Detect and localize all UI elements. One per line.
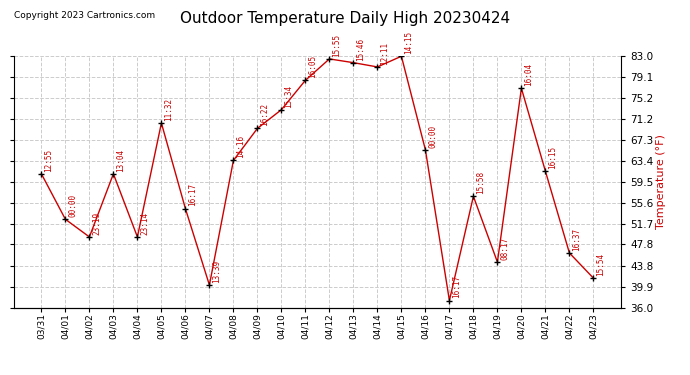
Text: 16:05: 16:05 [308, 55, 317, 78]
Text: 00:00: 00:00 [428, 124, 437, 148]
Text: 12:55: 12:55 [44, 148, 53, 172]
Text: 13:39: 13:39 [213, 260, 221, 283]
Text: 15:46: 15:46 [356, 38, 365, 60]
Text: Copyright 2023 Cartronics.com: Copyright 2023 Cartronics.com [14, 11, 155, 20]
Text: 16:04: 16:04 [524, 63, 533, 86]
Text: 11:32: 11:32 [164, 98, 173, 121]
Text: 08:17: 08:17 [500, 237, 509, 260]
Text: Outdoor Temperature Daily High 20230424: Outdoor Temperature Daily High 20230424 [180, 11, 510, 26]
Text: 15:55: 15:55 [333, 34, 342, 57]
Text: 16:22: 16:22 [260, 103, 269, 126]
Text: 16:17: 16:17 [452, 275, 462, 298]
Text: 15:58: 15:58 [476, 171, 485, 194]
Text: 12:11: 12:11 [380, 42, 389, 65]
Text: 15:54: 15:54 [596, 253, 605, 276]
Text: 16:15: 16:15 [549, 146, 558, 169]
Text: 16:17: 16:17 [188, 183, 197, 207]
Text: 00:00: 00:00 [68, 194, 77, 217]
Text: 14:15: 14:15 [404, 31, 413, 54]
Text: 23:14: 23:14 [140, 211, 149, 235]
Text: 16:37: 16:37 [572, 228, 581, 251]
Text: 15:34: 15:34 [284, 84, 293, 108]
Text: 23:19: 23:19 [92, 211, 101, 235]
Text: 13:04: 13:04 [117, 148, 126, 172]
Y-axis label: Temperature (°F): Temperature (°F) [656, 134, 666, 229]
Text: 14:16: 14:16 [236, 135, 245, 158]
